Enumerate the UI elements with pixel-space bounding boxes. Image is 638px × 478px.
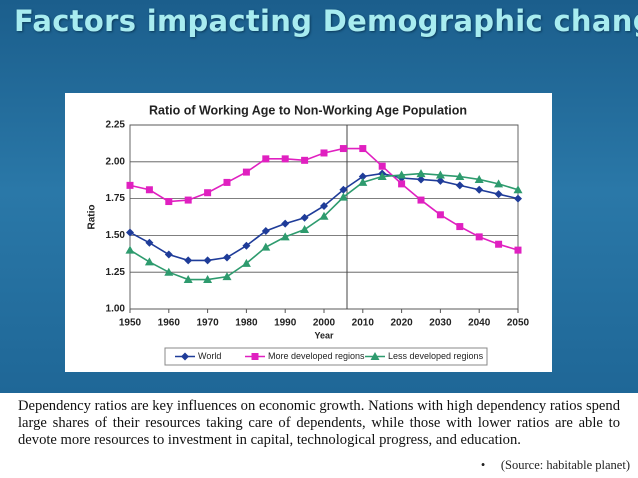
x-tick-label: 1950 <box>119 318 142 329</box>
marker <box>184 196 192 204</box>
marker <box>455 172 465 181</box>
marker <box>261 242 271 251</box>
marker <box>281 219 290 228</box>
marker <box>181 352 189 361</box>
marker <box>126 228 134 237</box>
x-tick-label: 2030 <box>429 318 452 329</box>
legend-label: World <box>198 351 221 361</box>
y-tick-label: 2.00 <box>106 156 126 167</box>
marker <box>474 174 484 183</box>
marker <box>320 149 328 157</box>
marker <box>456 223 464 231</box>
x-axis-label: Year <box>314 330 334 340</box>
x-tick-label: 2010 <box>352 318 375 329</box>
x-tick-label: 2020 <box>390 318 413 329</box>
x-tick-label: 2050 <box>507 318 530 329</box>
marker <box>514 194 522 203</box>
marker <box>145 238 154 247</box>
y-tick-label: 1.00 <box>106 304 126 315</box>
legend-label: More developed regions <box>268 351 365 361</box>
marker <box>359 145 367 153</box>
x-tick-label: 2040 <box>468 318 491 329</box>
marker <box>436 211 444 219</box>
marker <box>455 181 464 190</box>
x-tick-label: 1990 <box>274 318 297 329</box>
y-tick-label: 1.75 <box>106 193 126 204</box>
marker <box>358 177 368 186</box>
legend-label: Less developed regions <box>388 351 484 361</box>
marker <box>223 178 231 186</box>
marker <box>417 175 425 184</box>
marker <box>164 250 173 259</box>
marker <box>398 180 406 188</box>
marker <box>397 170 407 179</box>
marker <box>300 225 310 234</box>
marker <box>223 253 231 262</box>
x-tick-label: 1980 <box>235 318 258 329</box>
x-tick-label: 1970 <box>196 318 219 329</box>
marker <box>126 181 134 189</box>
marker <box>338 192 348 201</box>
marker <box>378 162 386 170</box>
chart: Ratio of Working Age to Non-Working Age … <box>65 93 552 372</box>
marker <box>183 275 193 284</box>
x-tick-label: 1960 <box>158 318 181 329</box>
marker <box>280 232 290 241</box>
marker <box>301 156 309 164</box>
marker <box>251 353 259 360</box>
x-tick-label: 2000 <box>313 318 336 329</box>
marker <box>164 267 174 276</box>
marker <box>514 246 522 254</box>
marker <box>261 226 270 235</box>
marker <box>475 233 483 241</box>
y-tick-label: 2.25 <box>106 120 126 131</box>
source-text: (Source: habitable planet) <box>500 458 630 472</box>
marker <box>339 185 348 194</box>
legend-box <box>164 347 488 366</box>
marker <box>436 176 445 185</box>
marker <box>145 186 153 194</box>
marker <box>494 190 503 199</box>
source: • (Source: habitable planet) <box>480 458 630 472</box>
marker <box>513 185 523 194</box>
marker <box>203 256 212 265</box>
marker <box>416 169 426 178</box>
marker <box>262 155 270 163</box>
chart-title: Ratio of Working Age to Non-Working Age … <box>149 103 467 117</box>
marker <box>242 241 251 250</box>
marker <box>319 211 329 220</box>
marker <box>495 240 503 248</box>
marker <box>417 196 425 204</box>
paragraph: Dependency ratios are key influences on … <box>18 398 620 448</box>
text-panel <box>0 393 638 478</box>
marker <box>222 272 232 281</box>
marker <box>300 213 309 222</box>
marker <box>125 245 135 254</box>
marker <box>358 172 367 181</box>
marker <box>184 256 193 265</box>
marker <box>339 145 347 153</box>
marker <box>377 172 387 181</box>
marker <box>475 185 484 194</box>
marker <box>320 201 328 210</box>
marker <box>281 155 289 163</box>
marker <box>204 189 212 197</box>
marker <box>370 352 380 360</box>
y-axis-label: Ratio <box>87 205 98 230</box>
marker <box>144 257 154 266</box>
y-tick-label: 1.50 <box>106 230 126 241</box>
slide-title: Factors impacting Demographic change <box>14 4 638 38</box>
marker <box>241 258 251 267</box>
marker <box>165 198 173 206</box>
marker <box>242 168 250 176</box>
y-tick-label: 1.25 <box>106 267 126 278</box>
marker <box>494 179 504 188</box>
marker <box>203 275 213 284</box>
marker <box>435 170 445 179</box>
